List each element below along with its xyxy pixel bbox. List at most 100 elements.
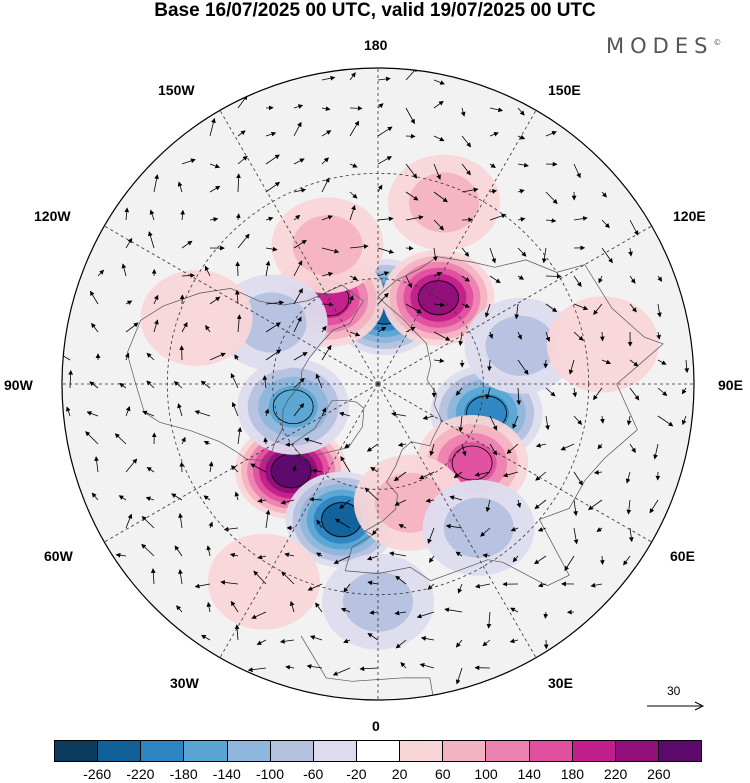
coastline [344,256,664,587]
colorbar-tick-label: -220 [126,766,155,782]
lon-label-90e: 90E [718,377,743,393]
wind-vector [89,290,99,305]
wind-vector [229,552,239,558]
wind-vector [545,331,551,342]
coastline [126,284,364,461]
wind-vector [208,521,213,529]
wind-vector [146,352,155,361]
wind-vector [427,583,435,590]
wind-vector [422,415,435,420]
wind-vector [377,216,394,222]
wind-vector [598,275,603,284]
wind-vector [405,163,418,179]
wind-vector [208,461,214,473]
wind-vector [405,303,422,314]
wind-vector [237,155,248,165]
colorbar-swatch [98,741,142,761]
wind-vector [293,377,305,389]
wind-vector [231,401,239,417]
wind-vector [461,163,471,176]
wind-vector [534,555,547,565]
lon-label-30e: 30E [548,675,573,691]
wind-vector [114,433,127,445]
wind-vector [311,468,323,474]
wind-vector [230,600,239,613]
wind-vector [125,458,138,473]
wind-vector [200,380,211,389]
wind-vector [263,437,269,445]
colorbar-ticks: -260 -220 -180 -140 -100 -60 -20 20 60 100 140 180 2… [54,766,702,782]
meridian-line [377,225,652,385]
wind-vector [306,664,323,669]
wind-vector [125,513,133,529]
wind-vector [573,163,581,179]
wind-vector [425,498,435,503]
wind-vector [458,415,464,433]
wind-vector [265,181,281,193]
wind-vector [461,275,470,282]
wind-vector [344,443,351,449]
wind-vector [309,635,323,641]
wind-vector [237,426,243,445]
wind-vector [94,456,99,473]
wind-vector [405,275,413,289]
wind-vector [148,231,155,249]
wind-vector [66,406,71,417]
lon-label-0: 0 [372,718,380,734]
wind-vector [321,344,332,361]
wind-vector [349,295,354,305]
wind-vector [593,470,603,475]
wind-vector [444,607,463,613]
colorbar-tick-label: -60 [303,766,324,782]
wind-vector [573,499,578,517]
colorbar-swatch [486,741,530,761]
wind-vector [517,135,526,140]
wind-vector [256,639,267,645]
wind-vector [315,602,323,613]
colorbar-swatch [529,741,573,761]
wind-vector [512,415,519,429]
wind-vector [506,443,519,454]
wind-vector [405,107,415,125]
wind-vector [333,555,351,564]
wind-vector [121,263,127,277]
wind-vector [293,239,307,249]
wind-vector [68,369,74,389]
wind-vector [629,387,640,401]
colorbar-swatch [141,741,185,761]
wind-vector [141,543,155,557]
wind-vector [428,555,435,563]
wind-vector [321,75,336,81]
coastline-layer [126,256,664,700]
wind-vector [433,191,448,203]
wind-vector [334,518,351,529]
logo-text: MODES [606,34,714,58]
colorbar-swatch [658,741,702,761]
wind-vector [573,471,583,486]
wind-vector [593,387,603,401]
wind-vector [209,352,226,361]
wind-vector [484,303,491,318]
wind-vector [684,359,690,374]
wind-vector [257,498,267,504]
wind-vector [321,301,334,307]
colorbar-tick-label: -140 [212,766,241,782]
wind-vector [629,359,639,367]
wind-vector [516,387,522,406]
wind-vector [545,273,562,279]
wind-vector [125,237,133,249]
wind-vector [397,442,407,448]
lon-label-60e: 60E [670,548,695,564]
wind-vector [181,436,186,445]
wind-vector [153,319,159,333]
wind-vector [545,131,557,137]
wind-vector [153,294,159,305]
wind-vector [265,322,281,333]
colorbar-tick-label: 180 [560,766,585,782]
wind-vector [377,271,390,277]
lon-label-120w: 120W [34,208,71,224]
meridian-line [219,110,379,385]
colorbar-swatch [270,741,314,761]
wind-vector [265,131,277,137]
wind-vector [400,662,407,669]
